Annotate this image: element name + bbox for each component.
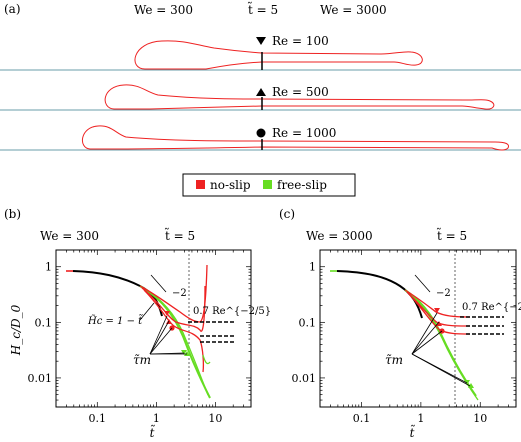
- panel-b-hc-pointer: [139, 302, 155, 321]
- panel-b-frame: [55, 249, 252, 408]
- panel-c-tau-label: τ̃m: [385, 353, 403, 367]
- sheet-row-re500: Re = 500: [0, 84, 521, 111]
- panel-b-no-slip-curve-2: [141, 285, 206, 332]
- y-tick-label: 0.1: [35, 316, 53, 329]
- panel-b-time-label: t̃ = 5: [165, 227, 195, 243]
- sheet-profile: [82, 125, 509, 151]
- panel-c-hc-linear-curve: [336, 270, 423, 319]
- legend-swatch-free-slip: [263, 180, 272, 189]
- panel-c-no-slip-curve-1: [404, 289, 471, 318]
- panel-c-marker-fs-re500: [468, 383, 474, 388]
- panel-b-free-slip-tail: [202, 354, 211, 365]
- x-tick-label: 10: [208, 412, 222, 425]
- panel-c-fit-label: 0.7 Re^{−2/5}: [462, 302, 521, 313]
- panel-b-marker-fs-re100: [181, 350, 187, 355]
- legend-label-free-slip: free-slip: [277, 178, 327, 192]
- panel-b-marker-re100: [164, 311, 170, 316]
- panel-b-we: We = 300: [40, 229, 99, 243]
- panel-a-we-left: We = 300: [134, 3, 193, 17]
- circle-marker: [256, 128, 266, 138]
- panel-c-slope-line: [414, 274, 431, 293]
- panel-b-ticks: 0.1 1 10 1 0.1 0.01: [28, 249, 252, 425]
- panel-b-free-slip-curve-2: [149, 291, 209, 396]
- panel-b-marker-fs-re500: [184, 351, 190, 356]
- triangle-up-marker: [256, 88, 266, 96]
- re-label: Re = 100: [272, 34, 329, 48]
- panel-b-fit-lines: [188, 321, 234, 343]
- x-tick-label: 0.1: [89, 412, 107, 425]
- panel-c-marker-re100: [434, 308, 440, 313]
- panel-c-marker-fs-re100: [464, 380, 470, 385]
- x-tick-label: 0.1: [353, 412, 371, 425]
- panel-b-xlabel: t̃: [150, 424, 156, 440]
- panel-c-slope-label: −2: [436, 288, 451, 299]
- panel-c-fit-lines: [460, 316, 504, 335]
- legend: no-slip free-slip: [182, 173, 356, 197]
- sheet-row-re1000: Re = 1000: [0, 125, 521, 151]
- panel-b-free-slip-curve: [139, 285, 211, 399]
- panel-c-label: (c): [279, 207, 295, 221]
- x-tick-label: 10: [473, 412, 487, 425]
- legend-label-no-slip: no-slip: [210, 178, 251, 192]
- x-tick-label: 1: [417, 412, 424, 425]
- panel-c-marker-re500: [436, 321, 442, 326]
- panel-c-tau-pointers: [411, 312, 471, 387]
- y-tick-label: 0.01: [292, 372, 317, 385]
- legend-swatch-no-slip: [196, 180, 205, 189]
- panel-b-ylabel: H_c/D_0: [9, 304, 23, 356]
- panel-b-tau-pointers: [149, 315, 187, 355]
- panel-c-time-label: t̃ = 5: [437, 227, 467, 243]
- triangle-down-marker: [256, 37, 266, 45]
- panel-b-tau-label: τ̃m: [133, 353, 151, 367]
- panel-c-xlabel: t̃: [410, 424, 416, 440]
- panel-c-ticks: 0.1 1 10 1 0.1 0.01: [292, 249, 517, 425]
- panel-c-we: We = 3000: [306, 229, 373, 243]
- y-tick-label: 1: [45, 261, 52, 274]
- panel-c-frame: [319, 249, 517, 408]
- panel-b-slope-line: [150, 274, 167, 293]
- panel-b-fit-label: 0.7 Re^{−2/5}: [193, 306, 271, 317]
- panel-a-label: (a): [4, 2, 21, 16]
- y-tick-label: 1: [309, 261, 316, 274]
- panel-a-time-label: t̃ = 5: [248, 1, 278, 17]
- sheet-profile: [134, 40, 423, 70]
- x-tick-label: 1: [153, 412, 160, 425]
- y-tick-label: 0.01: [28, 372, 53, 385]
- re-label: Re = 500: [272, 85, 329, 99]
- panel-b-label: (b): [4, 207, 21, 221]
- sheet-row-re100: Re = 100: [0, 34, 521, 71]
- panel-a-we-right: We = 3000: [320, 3, 387, 17]
- re-label: Re = 1000: [272, 126, 336, 140]
- y-tick-label: 0.1: [299, 316, 317, 329]
- panel-b-slope-label: −2: [172, 288, 187, 299]
- panel-b-hc-label: H̃c = 1 − t̃: [87, 314, 143, 327]
